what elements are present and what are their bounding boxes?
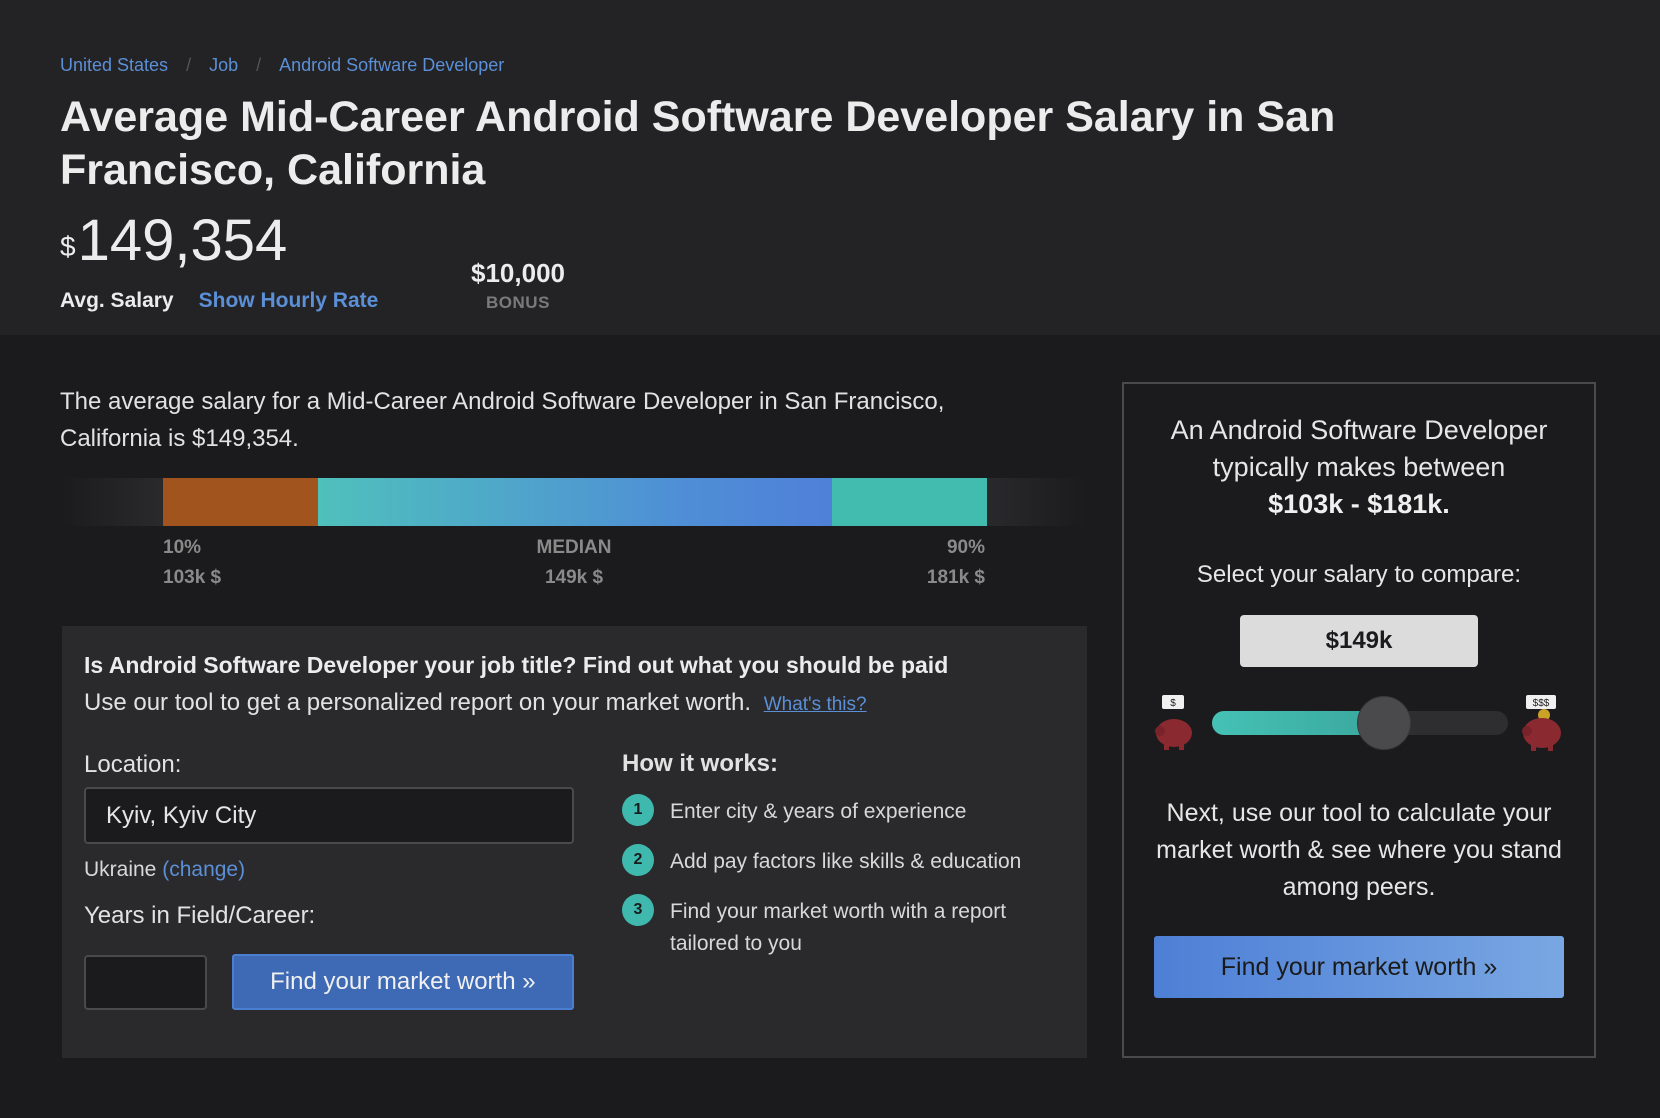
avg-salary-label: Avg. Salary — [60, 289, 174, 312]
tool-form: Location: Kyiv, Kyiv City Ukraine (chang… — [84, 751, 574, 1010]
step-3: 3 Find your market worth with a report t… — [622, 894, 1062, 960]
range-90-value: 181k $ — [926, 567, 985, 588]
how-it-works: How it works: 1 Enter city & years of ex… — [622, 750, 1062, 960]
currency-symbol: $ — [60, 231, 76, 262]
breadcrumb-separator: / — [256, 55, 262, 75]
find-market-worth-side-button[interactable]: Find your market worth » — [1154, 936, 1564, 998]
step-number: 3 — [622, 894, 654, 926]
range-label-median: MEDIAN 149k $ — [534, 533, 614, 593]
how-it-works-title: How it works: — [622, 750, 779, 777]
breadcrumb-separator: / — [186, 55, 192, 75]
select-salary-label: Select your salary to compare: — [1196, 561, 1522, 588]
years-label: Years in Field/Career: — [84, 902, 316, 929]
range-10-value: 103k $ — [163, 567, 222, 588]
years-row: Find your market worth » — [84, 954, 574, 1010]
salary-amount: 149,354 — [77, 208, 288, 273]
find-market-worth-button[interactable]: Find your market worth » — [231, 954, 574, 1010]
market-worth-tool: Is Android Software Developer your job t… — [62, 626, 1087, 1058]
slider-handle[interactable] — [1356, 696, 1411, 750]
change-country-link[interactable]: (change) — [162, 858, 246, 881]
show-hourly-rate-link[interactable]: Show Hourly Rate — [198, 289, 379, 312]
tool-subheading-text: Use our tool to get a personalized repor… — [84, 689, 752, 716]
step-text: Add pay factors like skills & education — [670, 850, 1022, 873]
salary-header: United States / Job / Android Software D… — [0, 0, 1660, 335]
bonus: $10,000 BONUS — [471, 258, 565, 313]
location-label: Location: — [84, 751, 182, 778]
breadcrumb-country[interactable]: United States — [60, 55, 169, 75]
piggy-bank-low-icon: $ — [1155, 695, 1192, 750]
page-title: Average Mid-Career Android Software Deve… — [60, 93, 1336, 194]
step-1: 1 Enter city & years of experience — [622, 794, 1062, 828]
piggy-low-tag: $ — [1170, 698, 1176, 709]
range-segment-high — [832, 478, 987, 526]
step-text: Enter city & years of experience — [670, 800, 967, 823]
next-step-text: Next, use our tool to calculate your mar… — [1156, 799, 1562, 901]
tool-heading: Is Android Software Developer your job t… — [84, 652, 949, 678]
salary-compare-card: An Android Software Developer typically … — [1122, 382, 1596, 1058]
selected-salary-display: $149k — [1240, 615, 1478, 667]
typical-range-intro: An Android Software Developer typically … — [1170, 415, 1548, 482]
salary-slider[interactable]: $ $$$ — [1154, 687, 1564, 757]
country-line: Ukraine (change) — [84, 858, 574, 882]
location-input[interactable]: Kyiv, Kyiv City — [84, 787, 574, 844]
salary-summary: The average salary for a Mid-Career Andr… — [60, 388, 945, 452]
range-label-90: 90% 181k $ — [905, 533, 985, 593]
country-name: Ukraine — [84, 858, 157, 881]
whats-this-link[interactable]: What's this? — [763, 694, 867, 715]
range-segment-low — [163, 478, 318, 526]
step-2: 2 Add pay factors like skills & educatio… — [622, 844, 1062, 878]
typical-range: $103k - $181k. — [1268, 489, 1450, 519]
range-10-percent: 10% — [163, 537, 202, 558]
bonus-amount: $10,000 — [471, 258, 565, 288]
breadcrumb-job[interactable]: Job — [209, 55, 239, 75]
step-text: Find your market worth with a report tai… — [670, 900, 1007, 955]
years-input[interactable] — [84, 954, 207, 1010]
salary-range-bar — [60, 478, 1085, 526]
step-number: 1 — [622, 794, 654, 826]
breadcrumb-job-title[interactable]: Android Software Developer — [279, 55, 505, 75]
piggy-bank-high-icon: $$$ — [1522, 695, 1561, 751]
slider-track[interactable] — [1212, 696, 1508, 750]
salary-subline: Avg. Salary Show Hourly Rate — [60, 289, 1600, 313]
breadcrumb: United States / Job / Android Software D… — [60, 55, 1600, 76]
piggy-high-tag: $$$ — [1533, 698, 1550, 709]
range-segment-mid — [318, 478, 834, 526]
bonus-label: BONUS — [486, 293, 550, 312]
step-number: 2 — [622, 844, 654, 876]
average-salary: $ 149,354 — [60, 211, 1600, 277]
tool-subheading: Use our tool to get a personalized repor… — [84, 689, 1065, 717]
range-label-10: 10% 103k $ — [163, 533, 221, 593]
range-median-label: MEDIAN — [536, 537, 612, 558]
range-median-value: 149k $ — [544, 567, 604, 588]
range-90-percent: 90% — [946, 537, 985, 558]
